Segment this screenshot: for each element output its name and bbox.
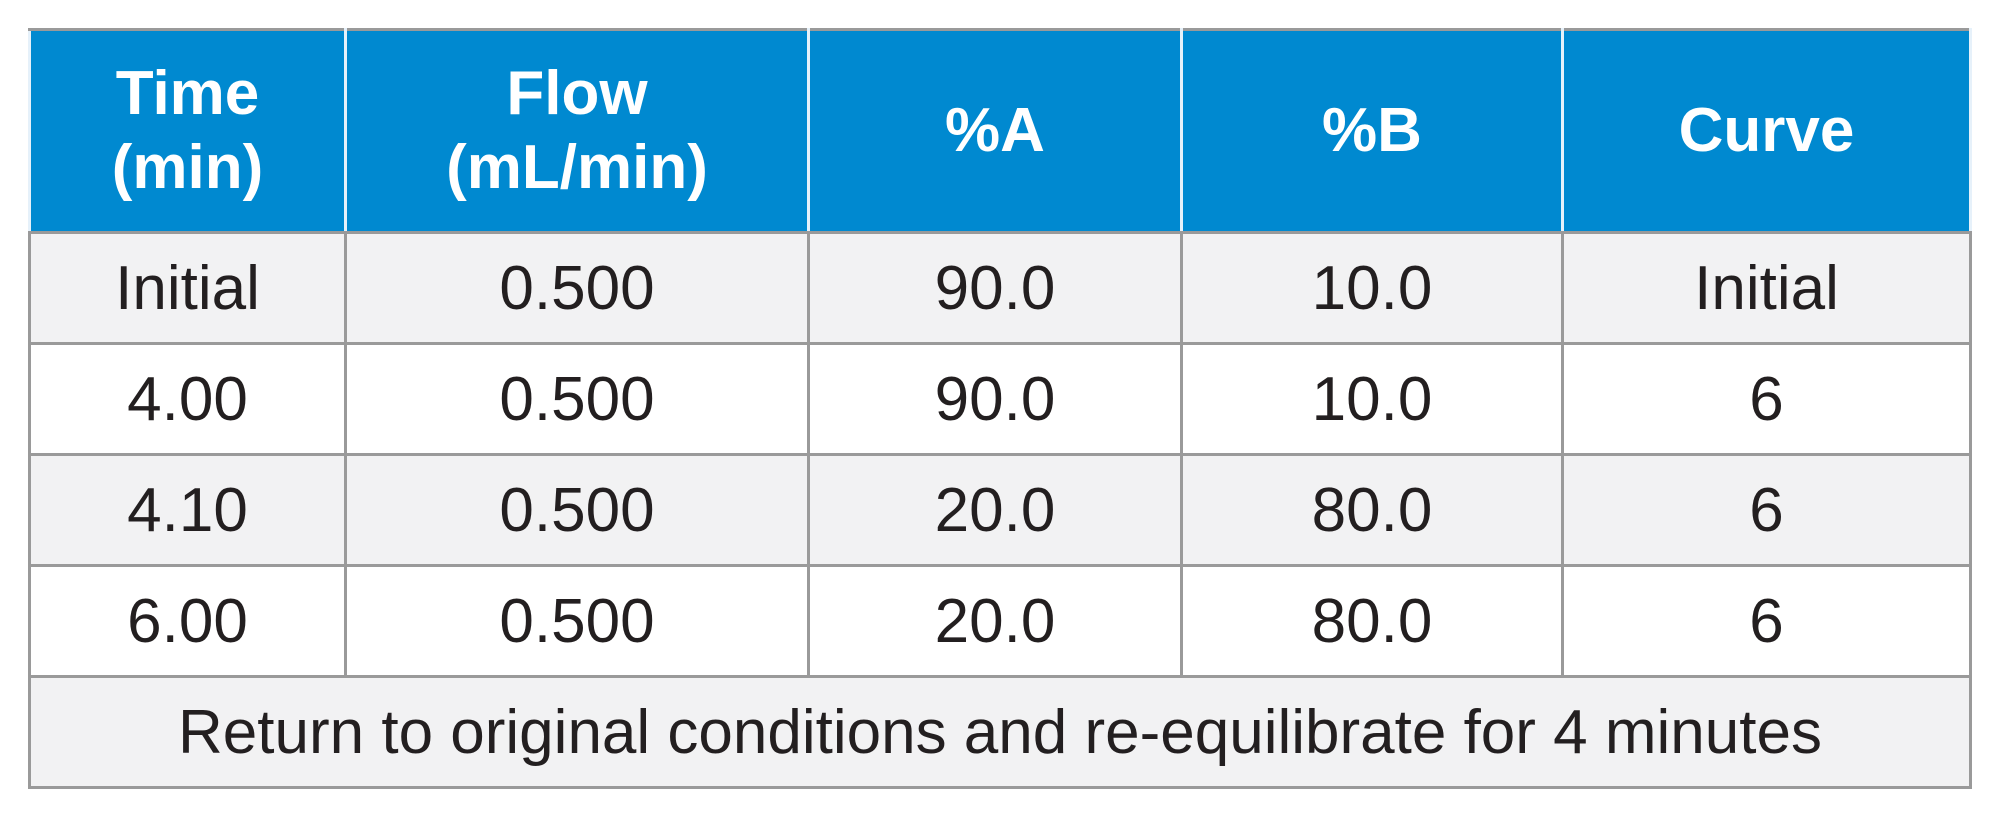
gradient-table: Time (min) Flow (mL/min) %A %B Curve Initial 0.… <box>28 28 1972 789</box>
footer-note: Return to original conditions and re-equ… <box>28 675 1972 789</box>
table-cell: 4.00 <box>28 342 347 456</box>
table-cell: 80.0 <box>1180 453 1564 567</box>
header-line: (mL/min) <box>446 133 708 202</box>
table-row: Initial 0.500 90.0 10.0 Initial <box>28 231 1972 345</box>
header-line: Time <box>115 58 260 128</box>
table-cell: 10.0 <box>1180 342 1564 456</box>
table-cell: 20.0 <box>807 564 1183 678</box>
table-row: 4.10 0.500 20.0 80.0 6 <box>28 453 1972 567</box>
table-cell: 6 <box>1561 342 1972 456</box>
table-row: 4.00 0.500 90.0 10.0 6 <box>28 342 1972 456</box>
table-cell: 90.0 <box>807 231 1183 345</box>
table-cell: 0.500 <box>344 453 810 567</box>
header-line: Flow <box>506 58 648 128</box>
header-line: %B <box>1322 95 1422 165</box>
table-body: Initial 0.500 90.0 10.0 Initial 4.00 0.500 90.0… <box>28 231 1972 678</box>
column-header: Time (min) <box>28 28 347 234</box>
table-cell: 4.10 <box>28 453 347 567</box>
header-line: (min) <box>111 133 264 202</box>
header-line: Curve <box>1678 95 1855 165</box>
footer-row: Return to original conditions and re-equ… <box>28 675 1972 789</box>
table-cell: 0.500 <box>344 564 810 678</box>
table-cell: 0.500 <box>344 342 810 456</box>
column-header: %B <box>1180 28 1564 234</box>
table-cell: Initial <box>1561 231 1972 345</box>
table-cell: 0.500 <box>344 231 810 345</box>
table-cell: Initial <box>28 231 347 345</box>
column-header: %A <box>807 28 1183 234</box>
column-header: Curve <box>1561 28 1972 234</box>
table-cell: 6.00 <box>28 564 347 678</box>
column-header: Flow (mL/min) <box>344 28 810 234</box>
table-cell: 80.0 <box>1180 564 1564 678</box>
table-row: 6.00 0.500 20.0 80.0 6 <box>28 564 1972 678</box>
header-row: Time (min) Flow (mL/min) %A %B Curve <box>28 28 1972 234</box>
table-cell: 6 <box>1561 453 1972 567</box>
table-cell: 10.0 <box>1180 231 1564 345</box>
table-cell: 90.0 <box>807 342 1183 456</box>
header-line: %A <box>945 95 1045 165</box>
table-cell: 20.0 <box>807 453 1183 567</box>
table-cell: 6 <box>1561 564 1972 678</box>
